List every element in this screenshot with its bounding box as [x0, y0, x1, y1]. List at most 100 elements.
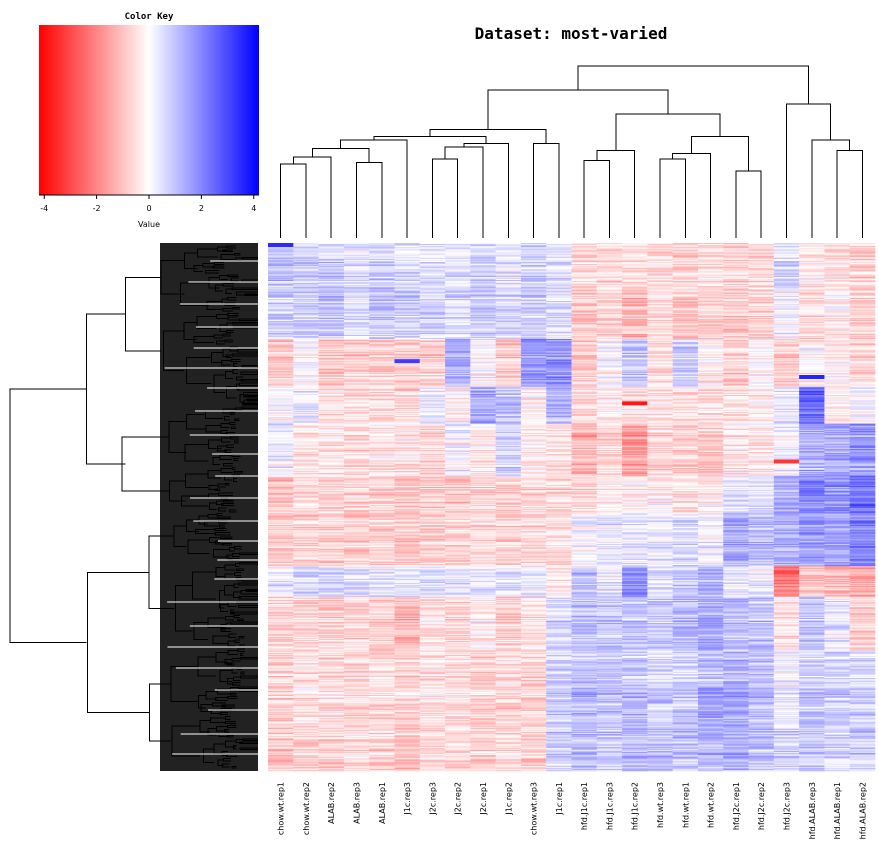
heatmap-cell	[470, 272, 496, 274]
heatmap-cell	[571, 377, 598, 379]
heatmap-cell	[697, 339, 724, 341]
heatmap-cell	[318, 306, 345, 308]
heatmap-cell	[520, 344, 547, 346]
heatmap-cell	[748, 360, 775, 362]
heatmap-cell	[773, 351, 800, 354]
column-dendrogram-branch	[487, 89, 669, 130]
row-dendrogram-branch	[228, 509, 237, 513]
heatmap-cell	[773, 273, 800, 275]
heatmap-cell	[647, 380, 673, 382]
heatmap-cell	[343, 399, 370, 401]
heatmap-cell	[445, 390, 471, 393]
heatmap-cell	[697, 294, 724, 297]
heatmap-cell	[596, 277, 623, 280]
heatmap-cell	[268, 251, 294, 253]
heatmap-cell	[849, 296, 876, 299]
column-dendrogram-branch	[311, 148, 370, 163]
heatmap-cell	[470, 306, 496, 308]
heatmap-cell	[293, 388, 319, 391]
heatmap-cell	[824, 325, 851, 327]
heatmap-cell	[520, 290, 547, 292]
heatmap-cell	[546, 265, 572, 267]
heatmap-cell	[470, 303, 496, 305]
heatmap-cell	[824, 383, 851, 385]
heatmap-cell	[672, 341, 699, 343]
heatmap-cell	[571, 252, 598, 254]
row-dendrogram-branch	[224, 564, 236, 571]
heatmap-cell	[293, 370, 319, 373]
heatmap-cell	[369, 268, 395, 270]
heatmap-cell	[697, 276, 724, 279]
heatmap-cell	[647, 303, 673, 305]
heatmap-cell	[394, 349, 421, 352]
heatmap-cell	[495, 338, 522, 340]
column-dendrogram-branch	[659, 158, 686, 238]
heatmap-cell	[419, 274, 446, 277]
heatmap-cell	[773, 314, 800, 317]
heatmap-cell	[495, 306, 522, 308]
heatmap-cell	[293, 245, 319, 247]
heatmap-cell	[571, 279, 598, 282]
heatmap-cell	[697, 319, 724, 321]
heatmap-cell	[343, 312, 370, 315]
heatmap-cell	[596, 386, 623, 388]
heatmap-cell	[824, 341, 851, 343]
heatmap-cell	[546, 275, 572, 278]
heatmap-cell	[520, 327, 547, 329]
heatmap-cell	[546, 300, 572, 302]
heatmap-cell	[622, 400, 648, 402]
heatmap-cell	[293, 295, 319, 298]
heatmap-cell	[672, 348, 699, 350]
heatmap-cell	[799, 250, 825, 252]
heatmap-cell	[495, 269, 522, 271]
heatmap-cell	[571, 308, 598, 310]
heatmap-cell	[799, 344, 825, 346]
heatmap-cell	[268, 304, 294, 306]
heatmap-cell	[773, 357, 800, 359]
heatmap-cell	[293, 256, 319, 259]
heatmap-cell	[723, 378, 749, 380]
heatmap-cell	[672, 360, 699, 362]
heatmap-cell	[799, 295, 825, 298]
heatmap-cell	[369, 400, 395, 402]
heatmap-cell	[672, 342, 699, 344]
heatmap-cell	[268, 343, 294, 345]
heatmap-cell	[318, 290, 345, 292]
heatmap-cell	[268, 381, 294, 383]
heatmap-cell	[546, 289, 572, 291]
heatmap-cell	[723, 312, 749, 315]
heatmap-cell	[520, 350, 547, 353]
heatmap-cell	[394, 297, 421, 300]
heatmap-cell	[268, 351, 294, 354]
heatmap-cell	[849, 381, 876, 383]
heatmap-cell	[773, 268, 800, 270]
heatmap-cell	[824, 288, 851, 290]
heatmap-cell	[849, 328, 876, 330]
heatmap-cell	[343, 341, 370, 343]
heatmap-cell	[596, 246, 623, 248]
heatmap-cell	[571, 368, 598, 371]
heatmap-cell	[293, 401, 319, 403]
heatmap-cell	[824, 271, 851, 273]
heatmap-cell	[445, 249, 471, 251]
heatmap-cell	[849, 366, 876, 368]
heatmap-cell	[495, 341, 522, 343]
heatmap-cell	[546, 263, 572, 265]
heatmap-cell	[596, 310, 623, 312]
heatmap-cell	[697, 252, 724, 254]
heatmap-cell	[369, 376, 395, 378]
heatmap-cell	[697, 384, 724, 386]
heatmap-cell	[622, 306, 648, 308]
heatmap-cell	[394, 251, 421, 253]
heatmap-cell	[520, 319, 547, 321]
heatmap-cell	[394, 247, 421, 249]
heatmap-cell	[647, 360, 673, 362]
heatmap-cell	[622, 271, 648, 273]
heatmap-cell	[445, 339, 471, 341]
heatmap-cell	[596, 315, 623, 318]
heatmap-cell	[799, 321, 825, 323]
heatmap-cell	[419, 387, 446, 390]
heatmap-cell	[773, 245, 800, 247]
heatmap-cell	[824, 259, 851, 262]
heatmap-cell	[419, 392, 446, 395]
